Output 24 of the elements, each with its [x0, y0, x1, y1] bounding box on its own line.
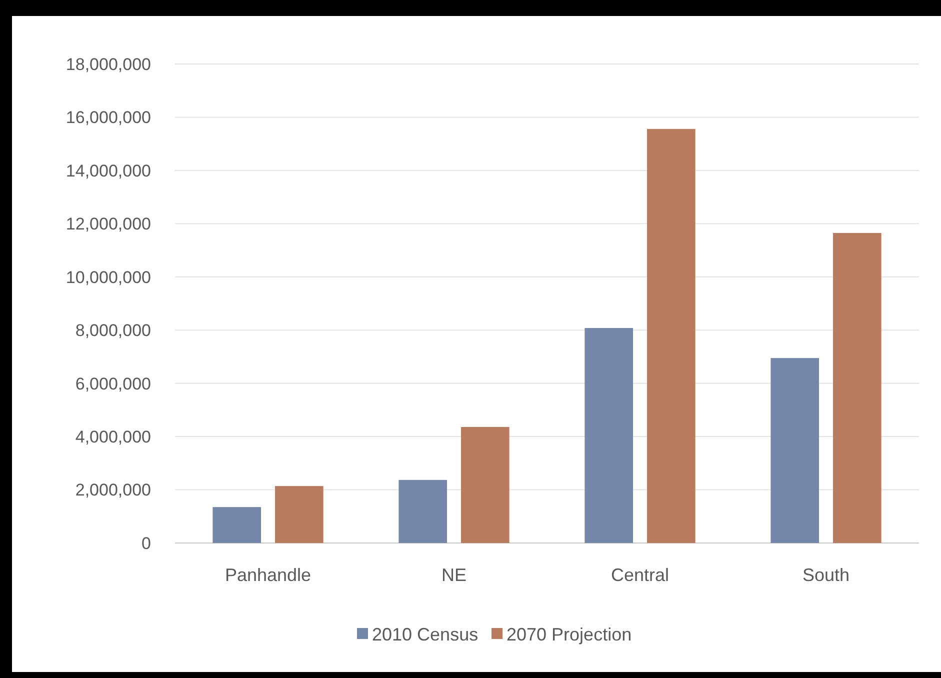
- legend-label: 2070 Projection: [506, 624, 632, 644]
- legend-label: 2010 Census: [372, 624, 478, 644]
- x-tick-label: South: [802, 565, 850, 585]
- bar: [647, 128, 696, 543]
- y-tick-label: 2,000,000: [75, 480, 151, 500]
- y-tick-label: 6,000,000: [75, 374, 151, 394]
- bar: [770, 358, 819, 543]
- y-tick-label: 16,000,000: [66, 108, 151, 128]
- bar: [584, 328, 633, 543]
- bar: [398, 480, 447, 543]
- y-tick-label: 10,000,000: [66, 268, 151, 287]
- x-tick-label: Panhandle: [224, 565, 312, 585]
- bar: [461, 426, 510, 543]
- bar: [275, 486, 324, 543]
- x-tick-label: Central: [610, 565, 670, 585]
- y-tick-label: 8,000,000: [75, 321, 151, 340]
- y-tick-label: 4,000,000: [75, 428, 151, 447]
- x-tick-label: NE: [441, 565, 467, 585]
- bar: [212, 507, 261, 543]
- y-tick-label: 12,000,000: [66, 214, 151, 234]
- bar: [833, 232, 882, 543]
- y-tick-label: 0: [142, 534, 151, 553]
- y-tick-label: 14,000,000: [66, 161, 151, 180]
- y-tick-label: 18,000,000: [66, 54, 151, 74]
